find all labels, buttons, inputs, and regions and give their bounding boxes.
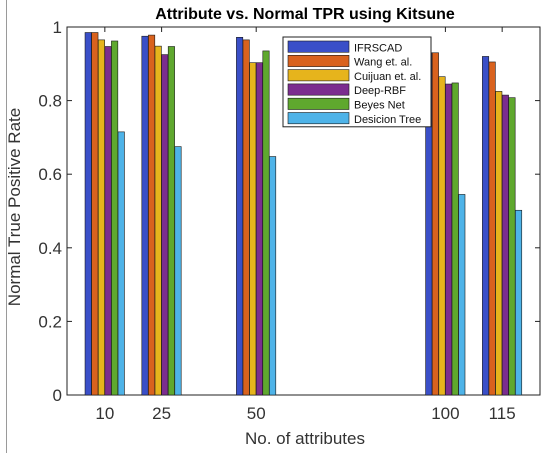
bar-desicion-tree (117, 131, 125, 396)
bar-wang-et-al- (431, 52, 439, 396)
bar-deep-rbf (161, 54, 169, 396)
legend-entry: Deep-RBF (354, 85, 406, 97)
legend-entry: Wang et. al. (354, 57, 412, 69)
x-tick-label: 50 (247, 404, 266, 423)
y-axis-label: Normal True Positive Rate (5, 108, 24, 306)
legend-swatch (287, 97, 350, 110)
legend-entry: Desicion Tree (354, 114, 421, 126)
x-axis-label: No. of attributes (245, 429, 365, 448)
y-tick-label: 1 (53, 18, 62, 37)
x-tick-label: 25 (152, 404, 171, 423)
bar-ifrscad (141, 35, 149, 396)
plot-area: 0 0.2 0.4 0.6 0.8 1 10 25 50 100 115 IFRSCAD Wang et… (38, 18, 541, 423)
x-tick-label: 115 (489, 404, 516, 423)
bar-wang-et-al- (91, 32, 99, 396)
bar-beyes-net (508, 97, 516, 396)
y-tick-label: 0.8 (38, 92, 62, 111)
chart-title: Attribute vs. Normal TPR using Kitsune (155, 6, 455, 23)
bar-ifrscad (84, 32, 92, 396)
left-edge-rule (6, 0, 7, 453)
y-tick-label: 0.4 (38, 239, 62, 258)
bar-desicion-tree (458, 194, 466, 396)
x-tick-label: 100 (431, 404, 459, 423)
bar-wang-et-al- (488, 61, 496, 396)
bar-beyes-net (167, 46, 175, 396)
bar-cuijuan-et-al- (249, 62, 257, 396)
bar-desicion-tree (174, 146, 182, 396)
plot-frame (66, 26, 541, 396)
bar-deep-rbf (104, 46, 112, 396)
legend-entry: Beyes Net (354, 100, 405, 112)
bar-ifrscad (236, 37, 244, 396)
bar-cuijuan-et-al- (154, 45, 162, 396)
x-tick-label: 10 (95, 404, 114, 423)
bar-cuijuan-et-al- (495, 91, 503, 396)
bar-beyes-net (262, 50, 270, 396)
bar-deep-rbf (255, 62, 263, 396)
legend-swatch (287, 54, 350, 67)
legend-swatch (287, 40, 350, 53)
bar-wang-et-al- (242, 39, 250, 396)
y-tick-label: 0.2 (38, 312, 62, 331)
bar-ifrscad (482, 56, 490, 396)
bar-beyes-net (111, 40, 119, 396)
y-tick-label: 0 (53, 386, 62, 405)
legend-entry: Cuijuan et. al. (354, 71, 421, 83)
legend-entry: IFRSCAD (354, 42, 402, 54)
legend-swatch (287, 69, 350, 82)
legend-swatch (287, 83, 350, 96)
bar-cuijuan-et-al- (438, 76, 446, 396)
y-tick-label: 0.6 (38, 165, 62, 184)
bar-wang-et-al- (148, 34, 156, 396)
bar-cuijuan-et-al- (97, 39, 105, 396)
bar-deep-rbf (445, 83, 453, 396)
bar-deep-rbf (501, 94, 509, 396)
legend-swatch (287, 112, 350, 125)
bar-desicion-tree (515, 209, 523, 396)
bar-desicion-tree (269, 156, 277, 396)
bar-beyes-net (451, 82, 459, 396)
